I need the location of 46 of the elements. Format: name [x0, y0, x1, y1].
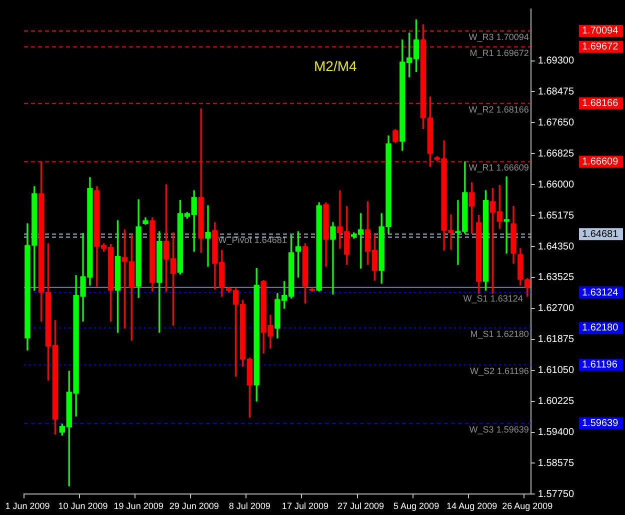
y-tick-label: 1.62700 [538, 303, 574, 314]
x-tick-label: 27 Jul 2009 [337, 501, 384, 512]
ref-line-label: W_R3 1.70094 [468, 32, 529, 42]
y-tick-label: 1.66000 [538, 179, 574, 190]
ref-line-label: W_S2 1.61196 [470, 366, 529, 376]
candlestick [205, 205, 211, 267]
candlestick [330, 222, 336, 295]
y-tick-label: 1.59400 [538, 427, 574, 438]
y-tick-label: 1.69300 [538, 56, 574, 67]
text: 1.66609 [582, 156, 619, 168]
x-tick-label: 8 Jul 2009 [228, 501, 270, 512]
x-tick-label: 10 Jun 2009 [58, 501, 108, 512]
x-tick-label: 19 Jun 2009 [114, 501, 164, 512]
text: 1.69672 [582, 42, 619, 53]
y-tick-label: 1.61050 [538, 365, 574, 376]
text: 1.62180 [582, 322, 619, 334]
y-tick-label: 1.60225 [538, 396, 574, 408]
text: 1.70094 [582, 26, 619, 37]
y-tick-label: 1.61875 [538, 334, 574, 346]
text: 1.61196 [582, 360, 618, 371]
ref-line-label: W_R1 1.66609 [468, 162, 529, 173]
annotation: M2/M4 [314, 58, 357, 74]
x-tick-label: 5 Aug 2009 [394, 501, 440, 512]
ref-line-label: W_R2 1.68166 [468, 104, 529, 114]
ref-line-label: M_S1 1.62180 [470, 328, 529, 339]
y-tick-label: 1.68475 [538, 86, 574, 98]
ref-line-label: W_S3 1.59639 [469, 424, 529, 434]
y-tick-label: 1.67650 [538, 117, 574, 128]
y-tick-label: 1.57750 [538, 488, 574, 500]
y-tick-label: 1.66825 [538, 148, 574, 160]
y-tick-label: 1.63525 [538, 272, 574, 284]
y-tick-label: 1.64350 [538, 241, 574, 252]
text: 1.59639 [582, 418, 619, 430]
x-tick-label: 17 Jul 2009 [282, 501, 328, 512]
x-tick-label: 14 Aug 2009 [446, 501, 498, 512]
x-tick-label: 26 Aug 2009 [502, 501, 553, 512]
x-tick-label: 29 Jun 2009 [169, 501, 219, 512]
y-tick-label: 1.65175 [538, 210, 574, 222]
text: 1.64681 [582, 228, 619, 240]
y-tick-label: 1.58575 [538, 458, 574, 469]
ref-line-label: W_S1 1.63124 [463, 294, 523, 304]
x-tick-label: 1 Jun 2009 [5, 501, 50, 512]
candlestick [504, 176, 510, 254]
ref-line-label: M_R1 1.69672 [470, 48, 529, 58]
text: 1.63124 [582, 287, 619, 298]
text: 1.68166 [582, 98, 619, 110]
